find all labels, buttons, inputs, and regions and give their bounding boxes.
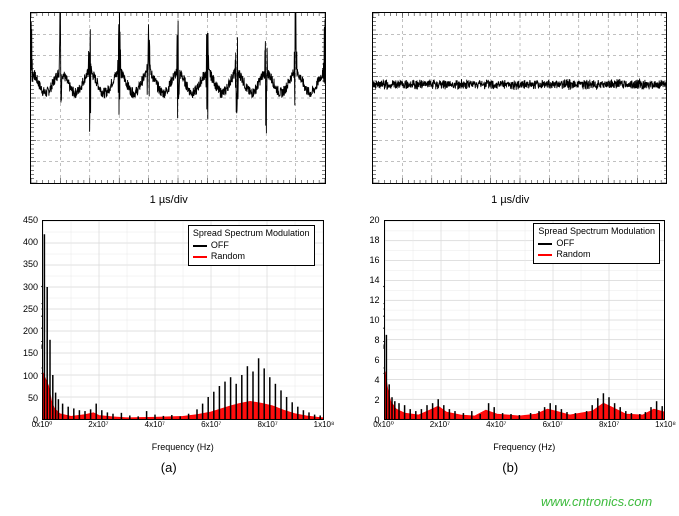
fft-a-xlabel: Frequency (Hz) <box>42 442 324 452</box>
fft-a-yticks: 050100150200250300350400450 <box>8 220 40 420</box>
fft-legend: Spread Spectrum ModulationOFFRandom <box>188 225 315 266</box>
fft-b-yticks: 02468101214161820 <box>350 220 382 420</box>
fft-b-plot: Spread Spectrum ModulationOFFRandom <box>384 220 666 420</box>
fft-panel-a: VOUT Ripple (µVRMS) 05010015020025030035… <box>8 214 330 454</box>
fft-a-xticks: 0x10⁰2x10⁷4x10⁷6x10⁷8x10⁷1x10⁸ <box>42 420 324 430</box>
scope-b-xlabel: 1 µs/div <box>350 194 672 206</box>
fft-b-xlabel: Frequency (Hz) <box>384 442 666 452</box>
fft-b-xticks: 0x10⁰2x10⁷4x10⁷6x10⁷8x10⁷1x10⁸ <box>384 420 666 430</box>
fft-a-plot: Spread Spectrum ModulationOFFRandom <box>42 220 324 420</box>
caption-b: (b) <box>350 460 672 475</box>
scope-a-xlabel: 1 µs/div <box>8 194 330 206</box>
scope-b-plot <box>372 12 668 184</box>
scope-panel-a: VOUT (1 mV/div) 1 µs/div <box>8 8 330 208</box>
fft-panel-b: VOUT Ripple (µVRMS) 02468101214161820 Sp… <box>350 214 672 454</box>
scope-a-plot <box>30 12 326 184</box>
fft-legend: Spread Spectrum ModulationOFFRandom <box>533 223 660 264</box>
watermark: www.cntronics.com <box>541 494 652 509</box>
caption-a: (a) <box>8 460 330 475</box>
scope-panel-b: VOUT (1 mV/div) 1 µs/div <box>350 8 672 208</box>
